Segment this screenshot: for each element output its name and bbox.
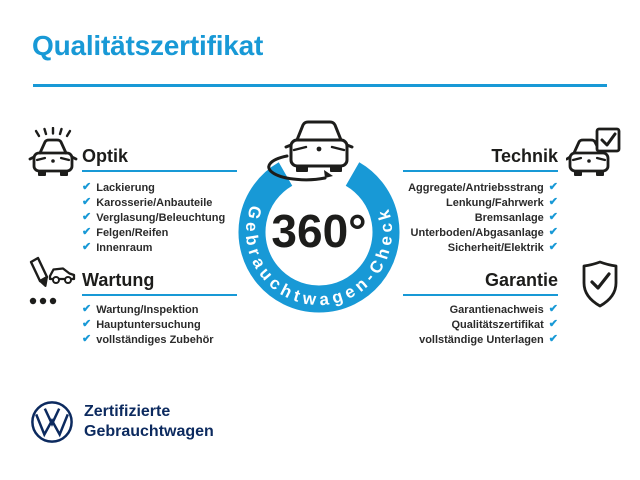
section-divider-optik: [82, 170, 237, 172]
list-item: ✔ Karosserie/Anbauteile: [82, 195, 252, 210]
list-item-label: Innenraum: [96, 241, 153, 254]
list-item: ✔ Hauptuntersuchung: [82, 317, 252, 332]
footer-claim: Zertifizierte Gebrauchtwagen: [84, 402, 214, 442]
check-icon: ✔: [82, 303, 92, 315]
360-check-badge: Gebrauchtwagen-Check 360°: [238, 120, 400, 313]
check-icon: ✔: [82, 318, 92, 330]
list-item-label: Felgen/Reifen: [96, 226, 169, 239]
footer-claim-line1: Zertifizierte: [84, 403, 171, 420]
check-icon: ✔: [82, 333, 92, 345]
vw-logo-icon: [31, 401, 73, 443]
checklist-garantie: Garantienachweis ✔ Qualitätszertifikat ✔ v…: [388, 302, 558, 347]
title-divider: [33, 84, 607, 87]
checklist-optik: ✔ Lackierung ✔ Karosserie/Anbauteile ✔ Verg…: [82, 180, 252, 255]
list-item: Qualitätszertifikat ✔: [388, 317, 558, 332]
section-title-wartung: Wartung: [82, 270, 155, 290]
check-icon: ✔: [82, 211, 92, 223]
list-item: Lenkung/Fahrwerk ✔: [388, 195, 558, 210]
list-item: ✔ Innenraum: [82, 240, 252, 255]
list-item-label: Sicherheit/Elektrik: [447, 241, 544, 254]
list-item: ✔ Felgen/Reifen: [82, 225, 252, 240]
list-item: Unterboden/Abgasanlage ✔: [388, 225, 558, 240]
list-item: Aggregate/Antriebsstrang ✔: [388, 180, 558, 195]
list-item-label: Unterboden/Abgasanlage: [410, 226, 544, 239]
checklist-wartung: ✔ Wartung/Inspektion ✔ Hauptuntersuchung ✔…: [82, 302, 252, 347]
check-icon: ✔: [548, 318, 558, 330]
degree-label: 360°: [271, 205, 366, 257]
service-checklist-icon: [29, 256, 76, 305]
list-item-label: Verglasung/Beleuchtung: [96, 211, 226, 224]
section-divider-technik: [403, 170, 558, 172]
section-title-garantie: Garantie: [484, 270, 558, 290]
check-icon: ✔: [82, 181, 92, 193]
list-item-label: Wartung/Inspektion: [96, 303, 199, 316]
car-shine-icon: [28, 127, 78, 176]
list-item-label: vollständige Unterlagen: [419, 333, 544, 346]
checklist-technik: Aggregate/Antriebsstrang ✔ Lenkung/Fahrwe…: [388, 180, 558, 255]
section-title-technik: Technik: [491, 146, 558, 166]
check-icon: ✔: [548, 181, 558, 193]
check-icon: ✔: [548, 241, 558, 253]
check-icon: ✔: [548, 211, 558, 223]
check-icon: ✔: [82, 196, 92, 208]
list-item-label: Lenkung/Fahrwerk: [445, 196, 544, 209]
section-title-optik: Optik: [82, 146, 129, 166]
car-checkbox-icon: [566, 127, 621, 176]
check-icon: ✔: [548, 196, 558, 208]
list-item-label: Karosserie/Anbauteile: [96, 196, 213, 209]
shield-check-icon: [582, 260, 618, 308]
list-item-label: Lackierung: [96, 181, 155, 194]
list-item: vollständige Unterlagen ✔: [388, 332, 558, 347]
list-item: Garantienachweis ✔: [388, 302, 558, 317]
list-item: ✔ vollständiges Zubehör: [82, 332, 252, 347]
section-divider-wartung: [82, 294, 237, 296]
list-item-label: Aggregate/Antriebsstrang: [408, 181, 544, 194]
check-icon: ✔: [82, 226, 92, 238]
list-item-label: Bremsanlage: [474, 211, 544, 224]
list-item-label: Hauptuntersuchung: [96, 318, 201, 331]
check-icon: ✔: [548, 333, 558, 345]
list-item: ✔ Wartung/Inspektion: [82, 302, 252, 317]
list-item-label: vollständiges Zubehör: [96, 333, 214, 346]
list-item: ✔ Lackierung: [82, 180, 252, 195]
check-icon: ✔: [548, 226, 558, 238]
check-icon: ✔: [82, 241, 92, 253]
list-item: Bremsanlage ✔: [388, 210, 558, 225]
list-item-label: Qualitätszertifikat: [451, 318, 544, 331]
footer-claim-line2: Gebrauchtwagen: [84, 423, 214, 440]
list-item: Sicherheit/Elektrik ✔: [388, 240, 558, 255]
footer-brand: Zertifizierte Gebrauchtwagen: [30, 400, 214, 444]
list-item: ✔ Verglasung/Beleuchtung: [82, 210, 252, 225]
check-icon: ✔: [548, 303, 558, 315]
section-divider-garantie: [403, 294, 558, 296]
page-title: Qualitätszertifikat: [32, 30, 264, 61]
list-item-label: Garantienachweis: [449, 303, 544, 316]
ring-shape: [238, 162, 400, 313]
rotating-car-icon: [267, 120, 354, 182]
